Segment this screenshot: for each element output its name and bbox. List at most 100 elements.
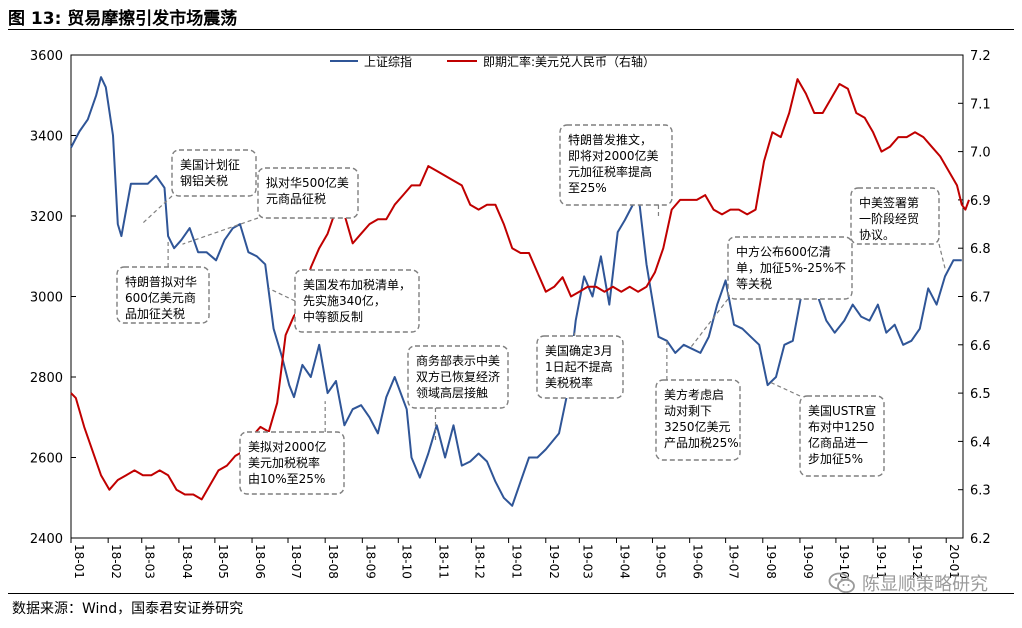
callout-box [407,345,509,409]
x-tick-label: 19-07 [727,544,741,579]
callout-line: 商务部表示中美 [416,353,500,368]
callout-text: 美拟对2000亿美元加税税率由10%至25% [248,439,327,486]
y-right-tick-label: 6.7 [970,291,991,306]
callout-line: 钢铝关税 [180,173,228,188]
y-left-tick-label: 3000 [30,291,63,306]
y-right-tick-label: 6.9 [970,194,991,209]
callout-text: 美国计划征钢铝关税 [180,158,240,188]
x-tick-label: 18-05 [216,544,230,579]
x-tick-label: 19-11 [874,544,888,579]
x-tick-label: 18-04 [180,544,194,579]
x-tick-label: 20-01 [947,544,961,579]
callout-box [559,124,673,206]
callout-line: 亿商品进一 [808,435,868,450]
y-right-tick-label: 7.1 [970,97,991,112]
callout-text: 美国发布加税清单，先实施340亿，中等额反制 [303,277,411,324]
callout-line: 协议。 [859,227,895,242]
callout-text: 商务部表示中美双方已恢复经济领域高层接触 [416,353,500,400]
callout-line: 由10%至25% [248,472,325,486]
callout-line: 元加征税率提高 [568,164,652,179]
footer-rule [8,593,1014,594]
callout-line: 美拟对2000亿 [248,439,327,454]
callout-line: 中方公布600亿清 [736,244,831,259]
x-tick-label: 19-09 [801,544,815,579]
x-tick-label: 18-07 [289,544,303,579]
x-tick-label: 18-12 [472,544,486,579]
callout-leader [689,298,729,350]
y-left-tick-label: 2400 [30,532,63,547]
watermark-text: 陈显顺策略研究 [862,574,988,595]
callout-line: 产品加税25% [664,436,739,450]
legend: 上证综指 即期汇率:美元兑人民币（右轴） [330,54,655,69]
callout-line: 品加征关税 [125,307,185,321]
callout-line: 特朗普拟对华 [125,274,197,289]
chart-svg: 2400 2600 2800 3000 3200 3400 3600 6.2 6.3 6.4 6.5… [30,49,991,579]
callout-text: 中方公布600亿清单，加征5%-25%不等关税 [736,244,846,291]
callout-line: 即将对2000亿美 [568,148,659,163]
callout-line: 美元加税税率 [248,455,320,470]
callout-text: 美国确定3月 1日起不提高美税税率 [545,343,613,390]
figure-title: 图 13: 贸易摩擦引发市场震荡 [8,9,238,29]
x-tick-label: 18-10 [399,544,413,579]
callout-line: 1日起不提高 [545,359,613,374]
title-rule [8,29,1014,30]
y-right-tick-label: 6.2 [970,532,991,547]
y-right-tick-label: 6.8 [970,242,991,257]
x-tick-label: 19-10 [837,544,851,579]
x-tick-label: 19-06 [691,544,705,579]
x-tick-label: 18-08 [326,544,340,579]
x-tick-label: 19-12 [910,544,924,579]
legend-label: 上证综指 [364,54,412,69]
legend-label: 即期汇率:美元兑人民币（右轴） [483,54,655,69]
callout-line: 特朗普发推文， [568,132,652,147]
callout-line: 先实施340亿， [303,293,386,308]
callout-leader [182,217,259,245]
watermark: 陈显顺策略研究 [828,570,988,596]
callout-box [799,395,885,477]
callout-box [536,335,624,399]
callout-line: 一阶段经贸 [859,211,919,226]
callout-line: 3250亿美元 [664,419,731,434]
callout-line: 元商品征税 [266,191,326,206]
x-tick-label: 18-06 [253,544,267,579]
callout-box [655,379,741,461]
y-left-tick-label: 3600 [30,49,63,64]
callout-line: 中美签署第 [859,195,919,210]
x-tick-label: 19-05 [653,544,667,579]
callout-text: 美国USTR宣布对中1250 亿商品进一步加征5% [808,403,876,466]
callout-line: 步加征5% [808,452,863,466]
y-left-tick-label: 3400 [30,130,63,145]
callout-text: 特朗普拟对华 600亿美元商品加征关税 [125,274,197,321]
callout-line: 等关税 [736,277,772,291]
wechat-icon [828,572,855,594]
x-tick-label: 18-02 [109,544,123,579]
callout-line: 至25% [568,181,607,195]
callout-text: 中美签署第一阶段经贸协议。 [859,195,919,242]
y-left-tick-label: 3200 [30,210,63,225]
y-right-tick-label: 6.3 [970,484,991,499]
callout-box [239,431,345,495]
x-tick-label: 19-02 [547,544,561,579]
callout-line: 双方已恢复经济 [416,369,500,384]
callout-line: 拟对华500亿美 [266,175,349,190]
callout-line: 美国确定3月 [545,343,613,358]
x-tick-label: 18-01 [72,544,86,579]
callout-box [171,149,257,197]
y-left-tick-label: 2800 [30,371,63,386]
y-right-tick-label: 6.5 [970,387,991,402]
x-tick-label: 18-09 [363,544,377,579]
axes-layer: 2400 2600 2800 3000 3200 3400 3600 6.2 6.3 6.4 6.5… [30,49,991,579]
x-tick-label: 19-04 [618,544,632,579]
y-right-tick-label: 6.4 [970,435,991,450]
callout-line: 动对剩下 [664,404,712,418]
x-tick-label: 19-01 [510,544,524,579]
x-tick-label: 18-03 [143,544,157,579]
callout-text: 拟对华500亿美元商品征税 [266,175,349,206]
callout-line: 美税税率 [545,375,593,390]
callout-box [116,266,210,324]
y-right-tick-label: 7.0 [970,146,991,161]
y-left-tick-label: 2600 [30,452,63,467]
callout-line: 美国计划征 [180,158,240,172]
callout-leader [938,243,946,269]
